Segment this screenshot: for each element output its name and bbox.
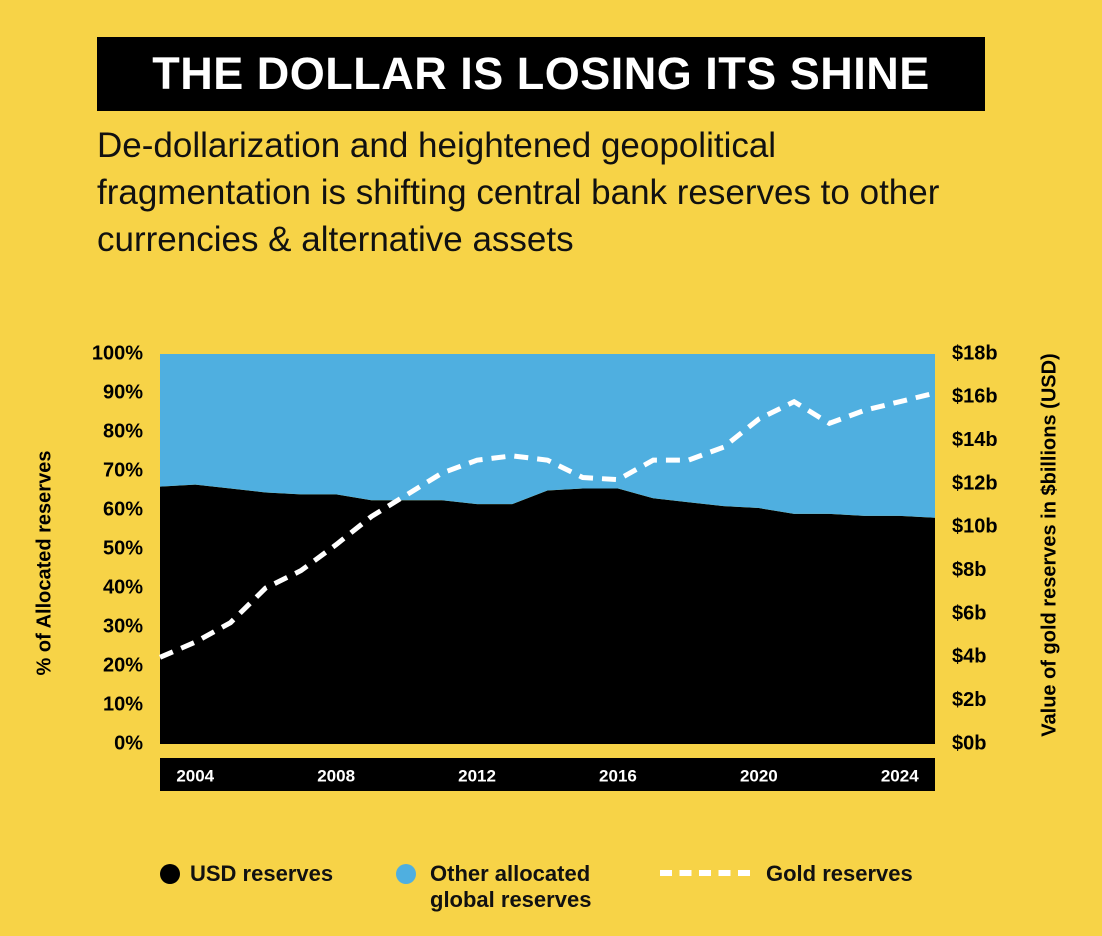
chart-subtitle: De-dollarization and heightened geopolit…	[97, 126, 940, 259]
legend-swatch	[160, 864, 180, 884]
legend-label: Gold reserves	[766, 861, 913, 886]
legend-item: Other allocated global reserves	[396, 861, 630, 913]
area	[160, 484, 935, 744]
x-tick-label: 2004	[176, 766, 214, 785]
y2-tick-label: $2b	[952, 689, 986, 711]
y-tick-label: 100%	[92, 342, 143, 364]
y2-tick-label: $14b	[952, 429, 998, 451]
area	[160, 354, 935, 518]
y-tick-label: 20%	[103, 654, 143, 676]
legend-item: Gold reserves	[660, 861, 913, 887]
x-tick-label: 2016	[599, 766, 637, 785]
line	[159, 390, 936, 660]
y2-tick-label: $12b	[952, 472, 998, 494]
y2-tick-label: $16b	[952, 386, 998, 408]
y-tick-label: 10%	[103, 693, 143, 715]
legend-swatch	[660, 870, 750, 876]
y2-axis-title: Value of gold reserves in $billions (USD…	[1038, 353, 1060, 736]
y2-tick-label: $4b	[952, 646, 986, 668]
y-axis-title: % of Allocated reserves	[33, 451, 55, 676]
x-tick-label: 2024	[881, 766, 919, 785]
y2-tick-label: $6b	[952, 602, 986, 624]
legend-label: Other allocated global reserves	[430, 861, 592, 912]
x-tick-label: 2020	[740, 766, 778, 785]
y-tick-label: 80%	[103, 420, 143, 442]
y-tick-label: 60%	[103, 498, 143, 520]
chart-title: THE DOLLAR IS LOSING ITS SHINE	[97, 37, 985, 111]
legend-swatch	[396, 864, 416, 884]
y-tick-label: 50%	[103, 537, 143, 559]
y2-tick-label: $8b	[952, 559, 986, 581]
legend-item: USD reserves	[160, 861, 333, 887]
y-tick-label: 30%	[103, 615, 143, 637]
y2-tick-label: $10b	[952, 516, 998, 538]
y2-tick-label: $18b	[952, 342, 998, 364]
legend-label: USD reserves	[190, 861, 334, 886]
x-tick-label: 2008	[317, 766, 355, 785]
y-tick-label: 70%	[103, 459, 143, 481]
x-tick-label: 2012	[458, 766, 496, 785]
y-tick-label: 40%	[103, 576, 143, 598]
y-tick-label: 0%	[114, 732, 143, 754]
y2-tick-label: $0b	[952, 732, 986, 754]
x-axis-band	[160, 758, 935, 791]
y-tick-label: 90%	[103, 381, 143, 403]
